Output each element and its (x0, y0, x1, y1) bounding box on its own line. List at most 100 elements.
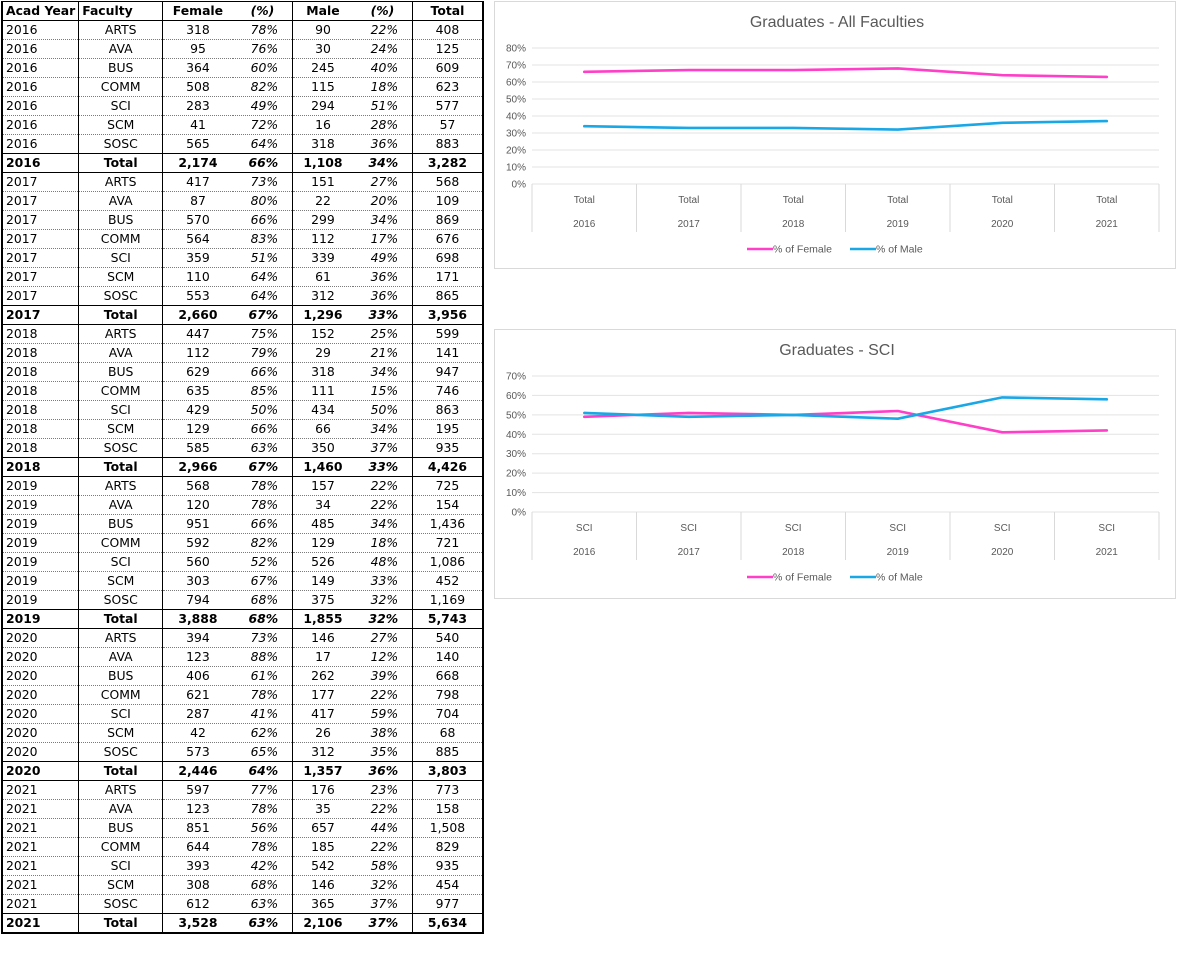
cell-faculty: SOSC (78, 894, 164, 914)
x-tick-sublabel: 2017 (678, 219, 701, 230)
cell-male-pct: 58% (352, 856, 414, 876)
cell-male-pct: 32% (352, 609, 414, 629)
cell-female: 573 (162, 742, 233, 762)
cell-year: 2020 (2, 761, 80, 781)
header-total: Total (412, 1, 483, 21)
table-row: 2020 SOSC 573 65% 312 35% 885 (2, 742, 483, 762)
legend-label-male: % of Male (876, 572, 923, 584)
cell-total: 1,436 (412, 514, 483, 534)
cell-male-pct: 18% (352, 533, 414, 553)
cell-female-pct: 78% (232, 476, 294, 496)
cell-year: 2019 (2, 495, 80, 515)
cell-female-pct: 83% (232, 229, 294, 249)
cell-male-pct: 28% (352, 115, 414, 135)
cell-faculty: Total (78, 609, 164, 629)
cell-female: 560 (162, 552, 233, 572)
cell-male: 16 (292, 115, 353, 135)
x-tick-sublabel: 2021 (1096, 547, 1119, 558)
cell-male-pct: 35% (352, 742, 414, 762)
cell-male-pct: 22% (352, 837, 414, 857)
cell-year: 2018 (2, 324, 80, 344)
cell-male: 318 (292, 362, 353, 382)
cell-faculty: SCI (78, 704, 164, 724)
table-row: 2021 SCI 393 42% 542 58% 935 (2, 856, 483, 876)
cell-total: 798 (412, 685, 483, 705)
cell-faculty: SOSC (78, 742, 164, 762)
cell-faculty: COMM (78, 229, 164, 249)
x-tick-label: SCI (1098, 523, 1115, 534)
table-row: 2021 SOSC 612 63% 365 37% 977 (2, 894, 483, 914)
cell-year: 2019 (2, 609, 80, 629)
cell-female-pct: 65% (232, 742, 294, 762)
cell-faculty: AVA (78, 495, 164, 515)
cell-female: 851 (162, 818, 233, 838)
cell-year: 2017 (2, 191, 80, 211)
cell-female: 447 (162, 324, 233, 344)
cell-female: 110 (162, 267, 233, 287)
cell-male: 1,460 (292, 457, 353, 477)
cell-total: 4,426 (412, 457, 483, 477)
cell-total: 863 (412, 400, 483, 420)
x-tick-label: SCI (994, 523, 1011, 534)
cell-year: 2017 (2, 210, 80, 230)
series-line-female (583, 67, 1109, 79)
cell-male: 1,296 (292, 305, 353, 325)
cell-male-pct: 33% (352, 571, 414, 591)
cell-year: 2018 (2, 362, 80, 382)
chart-title: Graduates - All Faculties (750, 14, 924, 31)
table-row: 2021 ARTS 597 77% 176 23% 773 (2, 780, 483, 800)
cell-male: 61 (292, 267, 353, 287)
x-tick-label: SCI (576, 523, 593, 534)
x-tick-sublabel: 2017 (678, 547, 701, 558)
cell-female-pct: 63% (232, 913, 294, 934)
cell-male: 111 (292, 381, 353, 401)
cell-total: 577 (412, 96, 483, 116)
x-tick-sublabel: 2021 (1096, 219, 1119, 230)
cell-year: 2021 (2, 799, 80, 819)
cell-female-pct: 80% (232, 191, 294, 211)
cell-female: 3,528 (162, 913, 233, 934)
cell-male: 2,106 (292, 913, 353, 934)
cell-male-pct: 27% (352, 172, 414, 192)
cell-male: 657 (292, 818, 353, 838)
cell-year: 2021 (2, 894, 80, 914)
cell-male: 526 (292, 552, 353, 572)
cell-male-pct: 51% (352, 96, 414, 116)
cell-female: 112 (162, 343, 233, 363)
y-tick-label: 70% (506, 61, 526, 72)
cell-male-pct: 37% (352, 894, 414, 914)
table-row: 2019 SOSC 794 68% 375 32% 1,169 (2, 590, 483, 610)
cell-female: 303 (162, 571, 233, 591)
cell-female: 308 (162, 875, 233, 895)
cell-total: 68 (412, 723, 483, 743)
cell-male-pct: 20% (352, 191, 414, 211)
cell-female: 3,888 (162, 609, 233, 629)
table-row: 2016 ARTS 318 78% 90 22% 408 (2, 20, 483, 40)
cell-female: 2,446 (162, 761, 233, 781)
cell-female-pct: 66% (232, 419, 294, 439)
header-faculty: Faculty (78, 1, 164, 21)
cell-female-pct: 73% (232, 172, 294, 192)
cell-male-pct: 36% (352, 286, 414, 306)
cell-year: 2018 (2, 400, 80, 420)
cell-female-pct: 42% (232, 856, 294, 876)
cell-female-pct: 68% (232, 875, 294, 895)
cell-female: 612 (162, 894, 233, 914)
x-tick-label: Total (678, 195, 699, 206)
table-row: 2019 BUS 951 66% 485 34% 1,436 (2, 514, 483, 534)
table-row: 2018 ARTS 447 75% 152 25% 599 (2, 324, 483, 344)
table-row: 2016 BUS 364 60% 245 40% 609 (2, 58, 483, 78)
cell-faculty: SOSC (78, 438, 164, 458)
cell-female: 393 (162, 856, 233, 876)
table-row: 2019 SCM 303 67% 149 33% 452 (2, 571, 483, 591)
cell-male: 1,357 (292, 761, 353, 781)
cell-female-pct: 78% (232, 495, 294, 515)
cell-year: 2020 (2, 723, 80, 743)
table-row: 2017 ARTS 417 73% 151 27% 568 (2, 172, 483, 192)
cell-female-pct: 66% (232, 210, 294, 230)
cell-total: 125 (412, 39, 483, 59)
chart-all-faculties: Graduates - All Faculties 0% 10% 20% 30% 40% 5… (494, 1, 1176, 269)
cell-male: 176 (292, 780, 353, 800)
cell-male-pct: 33% (352, 305, 414, 325)
cell-male: 294 (292, 96, 353, 116)
